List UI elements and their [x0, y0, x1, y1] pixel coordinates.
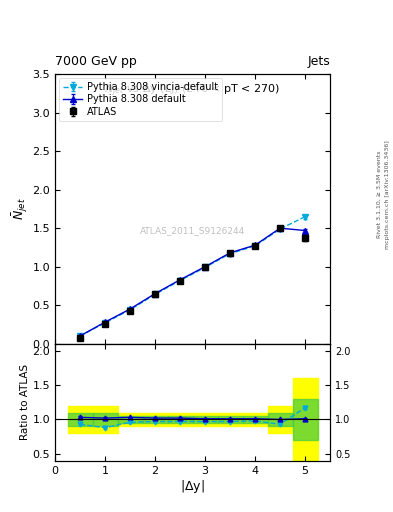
Legend: Pythia 8.308 vincia-default, Pythia 8.308 default, ATLAS: Pythia 8.308 vincia-default, Pythia 8.30… — [59, 78, 222, 121]
Text: mcplots.cern.ch [arXiv:1306.3436]: mcplots.cern.ch [arXiv:1306.3436] — [385, 140, 389, 249]
Text: ATLAS_2011_S9126244: ATLAS_2011_S9126244 — [140, 226, 245, 235]
Text: Jets: Jets — [307, 55, 330, 68]
Y-axis label: $\bar{N}_{jet}$: $\bar{N}_{jet}$ — [10, 198, 29, 221]
Text: 7000 GeV pp: 7000 GeV pp — [55, 55, 137, 68]
Y-axis label: Ratio to ATLAS: Ratio to ATLAS — [20, 364, 29, 440]
Text: Rivet 3.1.10, ≥ 3.5M events: Rivet 3.1.10, ≥ 3.5M events — [377, 151, 382, 238]
X-axis label: |$\Delta$y|: |$\Delta$y| — [180, 478, 205, 496]
Text: $N_{jet}$ vs $\Delta$y (LJ) (240 < pT < 270): $N_{jet}$ vs $\Delta$y (LJ) (240 < pT < … — [105, 82, 281, 99]
